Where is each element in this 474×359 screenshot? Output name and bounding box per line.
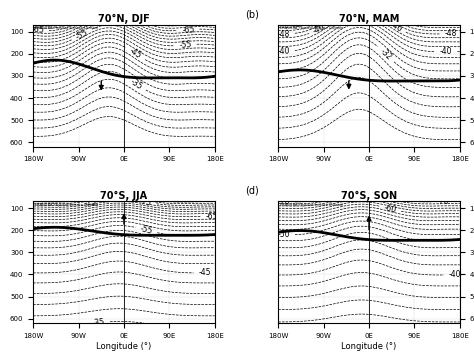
Text: -55: -55 [179, 40, 192, 50]
Text: -40: -40 [449, 270, 462, 279]
Text: -46: -46 [388, 20, 403, 34]
Text: -35: -35 [92, 317, 106, 328]
Text: -50: -50 [277, 230, 290, 239]
X-axis label: Longitude (°): Longitude (°) [96, 342, 152, 351]
Text: -55: -55 [139, 224, 154, 236]
Text: -70: -70 [277, 197, 290, 206]
Text: ERA5/ERA Physical Science Division: ERA5/ERA Physical Science Division [35, 203, 98, 207]
Text: ERA5/ERA Physical Science Division: ERA5/ERA Physical Science Division [280, 203, 343, 207]
Text: -48: -48 [277, 29, 290, 38]
Title: 70°N, DJF: 70°N, DJF [98, 14, 150, 24]
Text: -65: -65 [182, 25, 195, 34]
Text: -70: -70 [436, 197, 449, 206]
Text: -55: -55 [74, 27, 90, 41]
Title: 70°S, SON: 70°S, SON [341, 191, 397, 201]
Text: -46: -46 [312, 22, 327, 36]
Text: -45: -45 [199, 269, 211, 278]
Text: -65: -65 [31, 25, 44, 35]
Text: -75: -75 [138, 197, 152, 208]
Text: -40: -40 [277, 47, 290, 56]
Text: -32: -32 [378, 47, 393, 62]
Text: (d): (d) [246, 185, 259, 195]
Text: ERA5/ERA Physical Science Division: ERA5/ERA Physical Science Division [35, 26, 98, 31]
Text: ERA5/ERA Physical Science Division: ERA5/ERA Physical Science Division [280, 26, 343, 31]
X-axis label: Longitude (°): Longitude (°) [341, 342, 397, 351]
Text: -35: -35 [128, 77, 144, 91]
Text: -40: -40 [440, 47, 452, 56]
Text: -48: -48 [445, 29, 457, 38]
Text: -60: -60 [383, 203, 397, 214]
Text: -75: -75 [84, 197, 98, 208]
Text: -65: -65 [206, 212, 218, 221]
Text: -45: -45 [128, 47, 143, 61]
Title: 70°N, MAM: 70°N, MAM [339, 14, 399, 24]
Text: (b): (b) [246, 9, 259, 19]
Title: 70°S, JJA: 70°S, JJA [100, 191, 147, 201]
